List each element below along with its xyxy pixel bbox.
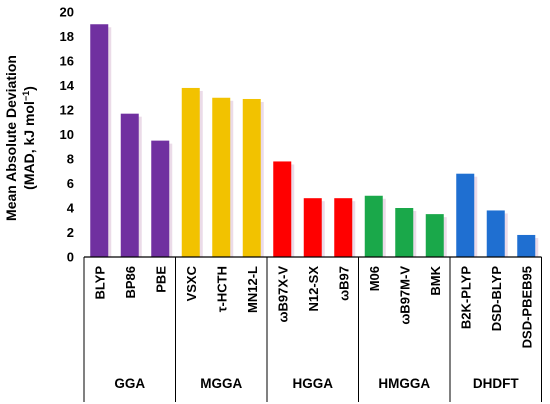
group-label: HMGGA	[378, 376, 430, 391]
bar-gga-1	[120, 113, 139, 257]
bar-dhdft-0	[456, 173, 475, 257]
y-axis-label-line2: (MAD, kJ mol−1)	[21, 86, 37, 190]
category-label: M06	[367, 266, 382, 291]
y-tick-label: 16	[60, 54, 74, 69]
category-label: BP86	[123, 266, 138, 299]
category-label: ωB97M-V	[397, 266, 412, 325]
category-table: BLYP BP86 PBE GGA VSXC τ-HCTH MN12-L MGGA ωB97X-…	[83, 256, 542, 402]
bar-hmgga-2	[425, 214, 444, 257]
bar-gga-0	[90, 24, 109, 257]
y-tick-label: 8	[67, 152, 74, 167]
category-label: PBE	[153, 266, 168, 293]
group-label: MGGA	[200, 376, 242, 391]
category-label: τ-HCTH	[214, 266, 229, 312]
category-label: DSD-PBEB95	[519, 266, 534, 348]
y-axis-ticks: 0 2 4 6 8 10 12 14 16 18 20	[60, 5, 75, 265]
category-label: VSXC	[184, 265, 199, 301]
group-label: GGA	[114, 376, 145, 391]
category-label: BLYP	[92, 266, 107, 300]
category-label: ωB97X-V	[275, 266, 290, 323]
category-label: B2K-PLYP	[458, 266, 473, 329]
bar-hmgga-0	[364, 195, 383, 257]
y-tick-label: 20	[60, 5, 74, 20]
category-label: MN12-L	[245, 266, 260, 313]
bar-gga-2	[151, 140, 170, 257]
bar-dhdft-2	[517, 234, 536, 257]
bar-hgga-1	[303, 198, 322, 257]
group-label: DHDFT	[473, 376, 519, 391]
category-label: ωB97	[336, 266, 351, 301]
bar-hgga-0	[273, 161, 292, 257]
bar-hmgga-1	[395, 208, 414, 257]
bar-mgga-1	[212, 97, 231, 257]
y-tick-label: 10	[60, 127, 74, 142]
y-tick-label: 14	[60, 78, 75, 93]
bars	[90, 24, 539, 257]
bar-hgga-2	[334, 198, 353, 257]
y-tick-label: 2	[67, 225, 74, 240]
y-tick-label: 0	[67, 250, 74, 265]
y-tick-label: 6	[67, 176, 74, 191]
y-axis-label-line1: Mean Absolute Deviation	[3, 55, 19, 221]
y-tick-label: 12	[60, 103, 74, 118]
bar-mgga-0	[181, 87, 200, 257]
y-tick-label: 18	[60, 29, 74, 44]
group-label: HGGA	[293, 376, 334, 391]
category-label: N12-SX	[306, 266, 321, 312]
category-label: DSD-BLYP	[489, 266, 504, 332]
y-axis-label: Mean Absolute Deviation (MAD, kJ mol−1)	[3, 55, 37, 221]
y-tick-label: 4	[67, 201, 75, 216]
category-label: BMK	[428, 265, 443, 295]
bar-mgga-2	[242, 98, 261, 257]
bar-dhdft-1	[486, 210, 505, 257]
